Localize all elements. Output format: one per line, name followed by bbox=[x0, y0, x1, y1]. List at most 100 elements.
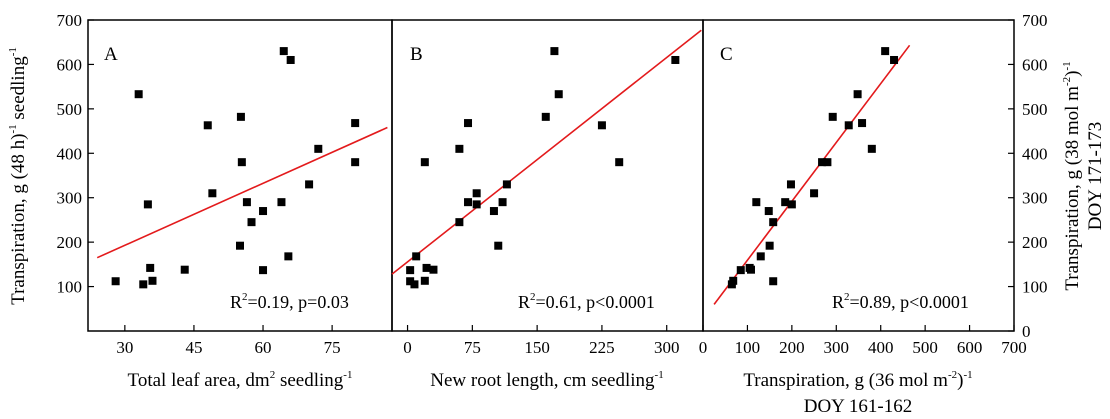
panel-a-x-tick-label: 30 bbox=[116, 338, 133, 357]
panel-b-data-point bbox=[412, 252, 421, 261]
panel-c-data-point bbox=[765, 241, 774, 250]
panel-c-data-point bbox=[746, 265, 755, 274]
panel-b-data-point bbox=[429, 265, 438, 274]
panel-b-data-point bbox=[554, 90, 563, 99]
panel-a-data-point bbox=[236, 241, 244, 250]
panel-a-data-point bbox=[284, 252, 293, 261]
panel-b-x-tick-label: 150 bbox=[524, 338, 550, 357]
left-y-tick-label: 500 bbox=[57, 100, 83, 119]
panel-c-x-tick-label: 0 bbox=[699, 338, 708, 357]
panel-a-data-point bbox=[208, 189, 217, 198]
panel-b-data-point bbox=[550, 47, 559, 56]
panel-a-label: A bbox=[104, 44, 118, 65]
panel-b-data-point bbox=[464, 119, 473, 128]
y-axis-title-right-sup: -2 bbox=[1061, 77, 1073, 86]
panel-c-x-tick-label: 100 bbox=[735, 338, 761, 357]
panel-c-frame bbox=[702, 19, 1015, 332]
panel-b-data-point bbox=[406, 277, 415, 286]
panel-c-stat-sup: 2 bbox=[844, 291, 850, 303]
panel-a-data-point bbox=[134, 90, 143, 99]
panel-b-stat-rest: =0.61, p<0.0001 bbox=[536, 292, 655, 312]
panel-b-data-point bbox=[489, 207, 498, 216]
panel-c-data-point bbox=[781, 198, 790, 207]
points-layer bbox=[111, 47, 899, 289]
left-y-tick-label: 700 bbox=[57, 11, 83, 30]
x-axis-title-b: New root length, cm seedling-1 bbox=[430, 369, 663, 391]
panel-b-data-point bbox=[420, 276, 429, 285]
panel-c-data-point bbox=[787, 200, 796, 209]
panel-a-data-point bbox=[277, 198, 286, 207]
panel-a-x-tick-label: 60 bbox=[255, 338, 272, 357]
panel-a-data-point bbox=[237, 158, 246, 167]
panel-b-data-point bbox=[498, 198, 507, 207]
left-y-tick-label: 400 bbox=[57, 144, 83, 163]
panel-c-data-point bbox=[853, 90, 862, 99]
panel-b-data-point bbox=[406, 266, 415, 275]
panel-c-x-tick-label: 600 bbox=[957, 338, 983, 357]
left-y-tick-label: 600 bbox=[57, 55, 83, 74]
panel-a-data-point bbox=[139, 280, 148, 289]
x-axis-title-c-sup2: -1 bbox=[963, 369, 972, 381]
left-y-tick-label: 300 bbox=[57, 189, 83, 208]
panel-a-data-point bbox=[351, 119, 360, 128]
x-axis-title-c: Transpiration, g (36 mol m-2)-1 bbox=[743, 369, 972, 391]
x-axis-title-a-rest: seedling bbox=[275, 370, 344, 391]
panel-c-x-tick-label: 200 bbox=[779, 338, 805, 357]
panel-a-data-point bbox=[146, 263, 155, 272]
panel-b-label: B bbox=[410, 44, 423, 65]
panel-b-data-point bbox=[410, 280, 419, 289]
y-axis-title-left-sup2: -1 bbox=[7, 47, 19, 56]
panel-c-data-point bbox=[752, 198, 761, 207]
panel-c-data-point bbox=[867, 144, 876, 153]
panel-a-data-point bbox=[351, 158, 360, 167]
x-axis-title-a-main: Total leaf area, dm bbox=[128, 370, 270, 391]
panel-c-x-tick-label: 300 bbox=[824, 338, 850, 357]
panel-a-x-tick-label: 75 bbox=[324, 338, 341, 357]
fit-lines-layer bbox=[96, 29, 911, 305]
y-axis-title-right-sup2: -1 bbox=[1061, 61, 1073, 70]
panel-c-x-tick-label: 700 bbox=[1001, 338, 1027, 357]
panel-c-fit-line bbox=[713, 44, 911, 305]
panel-c-data-point bbox=[858, 119, 867, 128]
panel-c-data-point bbox=[890, 55, 899, 64]
panel-c-data-point bbox=[844, 121, 853, 130]
panel-a-data-point bbox=[305, 180, 314, 189]
left-y-tick-label: 200 bbox=[57, 233, 83, 252]
panel-c-stat: R2=0.89, p<0.0001 bbox=[832, 291, 969, 312]
panel-a-data-point bbox=[314, 144, 323, 153]
y-axis-title-right-rest: ) bbox=[1062, 71, 1083, 77]
right-y-tick-label: 0 bbox=[1022, 322, 1031, 341]
panel-b-data-point bbox=[420, 158, 429, 167]
panel-a-data-point bbox=[111, 277, 120, 286]
panel-a-data-point bbox=[247, 218, 256, 227]
left-y-tick-label: 100 bbox=[57, 278, 83, 297]
panel-b-data-point bbox=[597, 121, 606, 130]
panel-b-fit-line bbox=[391, 29, 702, 275]
y-axis-title-right-main: Transpiration, g (38 mol m bbox=[1062, 86, 1083, 291]
panel-b-x-tick-label: 75 bbox=[464, 338, 481, 357]
panel-b-x-tick-label: 300 bbox=[654, 338, 680, 357]
panel-c-x-tick-label: 500 bbox=[912, 338, 938, 357]
x-axis-title-b-sup: -1 bbox=[655, 369, 664, 381]
panel-b-stat: R2=0.61, p<0.0001 bbox=[518, 291, 655, 312]
right-y-tick-label: 500 bbox=[1022, 100, 1048, 119]
right-y-tick-label: 300 bbox=[1022, 189, 1048, 208]
panel-a-data-point bbox=[279, 47, 288, 56]
panel-a-data-point bbox=[259, 207, 268, 216]
panel-a-data-point bbox=[286, 55, 295, 64]
panel-a-x-tick-label: 45 bbox=[185, 338, 202, 357]
x-axis-title-a-sup2: -1 bbox=[343, 369, 352, 381]
tick-labels-layer: 30 45 60 75 0 75 150 225 300 0 100 200 300 400 500 600 7… bbox=[57, 11, 1048, 357]
panel-b-data-point bbox=[541, 112, 550, 121]
panel-a-fit-line bbox=[96, 126, 388, 259]
ticks-layer bbox=[88, 19, 1015, 332]
panel-b-data-point bbox=[502, 180, 511, 189]
panel-c-stat-r: R bbox=[832, 292, 844, 312]
right-y-tick-label: 700 bbox=[1022, 11, 1048, 30]
panel-a-data-point bbox=[259, 266, 268, 275]
right-y-tick-label: 600 bbox=[1022, 55, 1048, 74]
panel-a-stat: R2=0.19, p=0.03 bbox=[230, 291, 349, 312]
panel-c-data-point bbox=[769, 218, 778, 227]
x-axis-title-a-sup: 2 bbox=[270, 369, 276, 381]
panel-b-data-point bbox=[455, 144, 464, 153]
